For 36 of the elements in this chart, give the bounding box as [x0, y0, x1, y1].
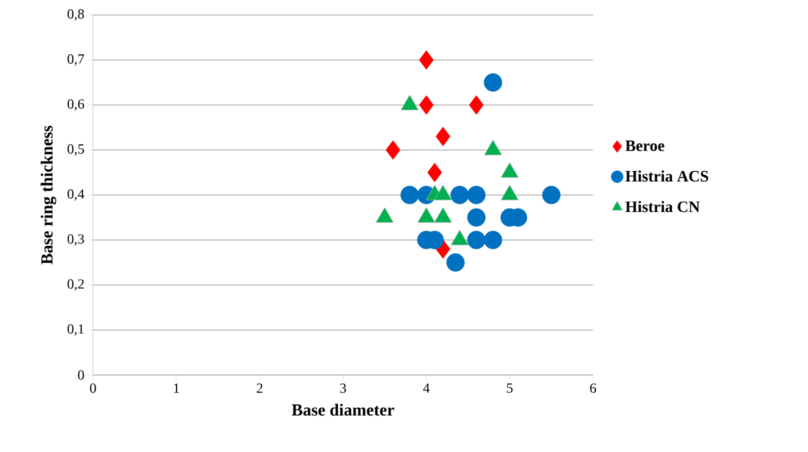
y-tick-label: 0 [78, 370, 84, 380]
point [446, 253, 465, 272]
point [400, 186, 419, 204]
y-tick-label: 0,6 [68, 99, 84, 111]
y-axis-title: Base ring thickness [40, 126, 56, 264]
legend-label: Histria CN [625, 200, 700, 212]
point [427, 162, 442, 182]
point [467, 186, 486, 204]
point [436, 126, 450, 146]
x-tick-label: 1 [174, 383, 179, 393]
point [450, 186, 469, 204]
point [467, 230, 486, 250]
y-tick-label: 0,5 [68, 144, 84, 156]
y-tick-label: 0,1 [68, 324, 84, 336]
x-tick-label: 3 [340, 384, 346, 393]
legend-label: Beroe [625, 140, 664, 152]
point [419, 50, 434, 70]
x-tick-label: 4 [423, 384, 430, 393]
x-tick-label: 2 [256, 384, 262, 393]
point [469, 95, 484, 115]
point [484, 230, 502, 250]
y-tick-label: 0,2 [68, 279, 84, 291]
y-tick-label: 0,8 [68, 9, 84, 21]
point [467, 208, 486, 227]
point [419, 95, 434, 115]
y-tick-label: 0,4 [68, 189, 84, 201]
y-tick-label: 0,7 [68, 54, 84, 66]
legend-label: Histria ACS [625, 170, 708, 182]
point [386, 140, 400, 160]
x-tick-label: 0 [90, 384, 96, 393]
point [484, 73, 502, 92]
point [542, 186, 561, 204]
x-tick-label: 6 [590, 384, 596, 393]
y-tick-label: 0,3 [68, 234, 84, 246]
x-tick-label: 5 [507, 384, 513, 393]
x-axis-title: Base diameter [292, 404, 394, 416]
